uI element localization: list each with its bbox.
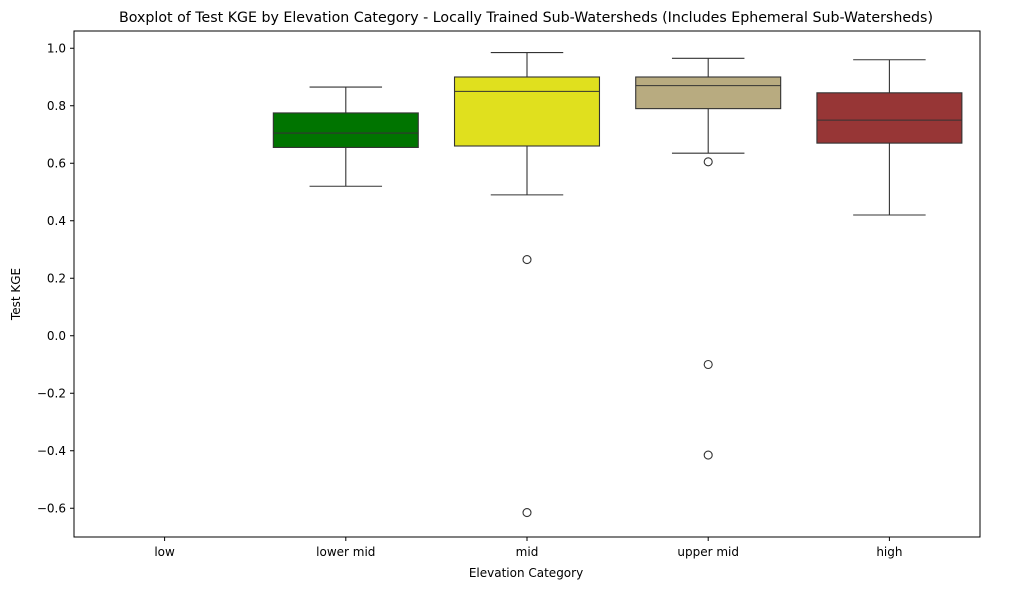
y-tick-label: −0.2 xyxy=(37,386,66,400)
y-tick-label: 0.0 xyxy=(47,329,66,343)
box-high xyxy=(816,92,963,144)
box-upper-mid xyxy=(635,76,782,110)
chart-title: Boxplot of Test KGE by Elevation Categor… xyxy=(119,10,933,26)
y-tick-label: 1.0 xyxy=(47,41,66,55)
y-tick-label: 0.6 xyxy=(47,156,66,170)
y-tick-label: 0.4 xyxy=(47,214,66,228)
y-tick-label: 0.8 xyxy=(47,99,66,113)
plot-area: 1.0 0.8 0.6 0.4 0.2 0.0 −0.2 −0.4 −0.6 low lower m… xyxy=(37,30,981,559)
box-lower-mid xyxy=(272,112,419,148)
x-tick-label: mid xyxy=(516,545,539,559)
y-tick-label: −0.4 xyxy=(37,444,66,458)
y-tick-label: −0.6 xyxy=(37,501,66,515)
x-axis-label: Elevation Category xyxy=(469,566,583,580)
outlier-point-upper-mid xyxy=(703,157,713,167)
outlier-point-mid xyxy=(522,508,532,518)
y-tick-label: 0.2 xyxy=(47,271,66,285)
x-tick-label: high xyxy=(876,545,902,559)
x-tick-label: upper mid xyxy=(677,545,739,559)
outlier-point-upper-mid xyxy=(703,359,713,370)
x-tick-label: low xyxy=(154,545,175,559)
y-axis-label: Test KGE xyxy=(9,268,23,321)
box-mid xyxy=(453,76,601,147)
outlier-point-upper-mid xyxy=(703,450,713,460)
x-tick-label: lower mid xyxy=(316,545,375,559)
outlier-point-mid xyxy=(522,255,532,265)
